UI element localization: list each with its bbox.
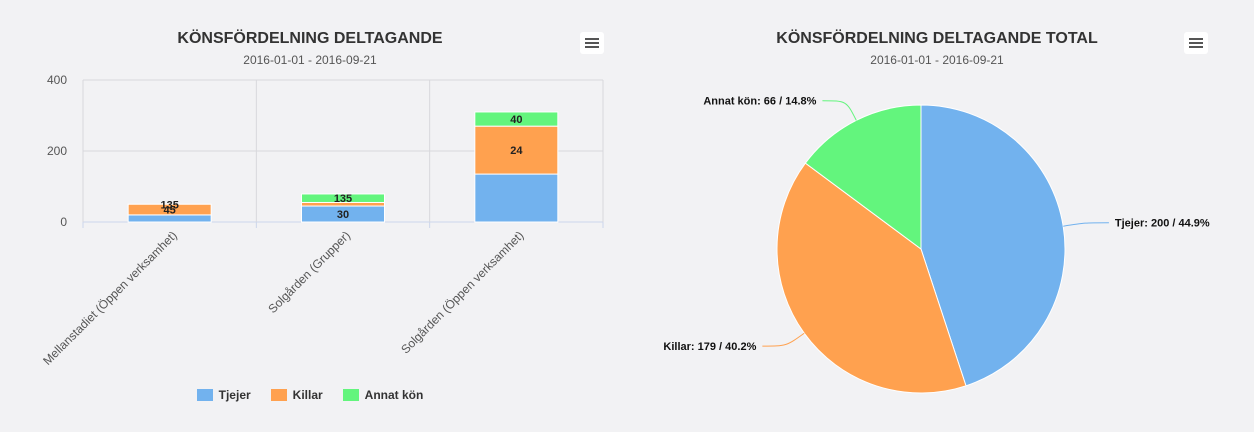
y-tick-label: 0: [60, 215, 67, 229]
bar-killar: [127, 203, 212, 216]
bar-chart-panel: KÖNSFÖRDELNING DELTAGANDE 2016-01-01 - 2…: [0, 0, 620, 432]
bar-data-label: 135: [160, 199, 178, 211]
x-tick-label: Solgården (Öppen verksamhet): [398, 228, 526, 356]
bar-data-label: 45: [164, 205, 176, 217]
legend-label: Killar: [292, 388, 323, 402]
legend-swatch: [342, 389, 359, 401]
pie-chart-subtitle: 2016-01-01 - 2016-09-21: [870, 53, 1004, 67]
bar-data-label: 40: [510, 114, 522, 126]
bar-chart-subtitle: 2016-01-01 - 2016-09-21: [243, 53, 377, 67]
legend-item-annat-kon[interactable]: Annat kön: [342, 388, 424, 402]
pie-data-label: Annat kön: 66 / 14.8%: [703, 96, 816, 108]
bar-killar: [474, 125, 559, 175]
pie-chart-title: KÖNSFÖRDELNING DELTAGANDE TOTAL: [776, 30, 1098, 47]
pie-slice-tjejer: [920, 104, 1066, 387]
bar-chart-legend: Tjejer Killar Annat kön: [0, 388, 620, 402]
pie-data-label: Tjejer: 200 / 44.9%: [1115, 218, 1210, 230]
bar-data-label: 135: [334, 193, 352, 205]
legend-swatch: [196, 389, 213, 401]
pie-connector: [762, 332, 805, 347]
bar-stack-solgarden-oppen-verksamhet: 24 40: [474, 111, 559, 223]
pie-connector: [1063, 222, 1109, 227]
pie-slice-killar: [776, 162, 967, 394]
bar-annat-kon: [474, 111, 559, 127]
pie-connector: [822, 100, 857, 121]
y-tick-label: 200: [47, 144, 67, 158]
bar-chart-title: KÖNSFÖRDELNING DELTAGANDE: [177, 30, 443, 47]
legend-item-killar[interactable]: Killar: [270, 388, 323, 402]
bar-data-label: 24: [510, 145, 523, 157]
pie-chart-plot: Tjejer: 200 / 44.9% Killar: 179 / 40.2% An…: [663, 96, 1210, 394]
hamburger-menu-icon: [585, 38, 599, 40]
pie-chart-panel: KÖNSFÖRDELNING DELTAGANDE TOTAL 2016-01-…: [620, 0, 1254, 432]
bar-data-label: 30: [337, 209, 349, 221]
legend-item-tjejer[interactable]: Tjejer: [196, 388, 251, 402]
x-tick-label: Mellanstadiet (Öppen verksamhet): [40, 228, 180, 368]
pie-chart-menu-button[interactable]: [1184, 32, 1208, 54]
legend-label: Annat kön: [364, 388, 424, 402]
hamburger-menu-icon: [1189, 38, 1203, 40]
bar-tjejer: [474, 173, 559, 223]
x-tick-label: Solgården (Grupper): [265, 228, 353, 316]
legend-label: Tjejer: [218, 388, 251, 402]
pie-data-label: Killar: 179 / 40.2%: [663, 341, 756, 353]
y-tick-label: 400: [47, 73, 67, 87]
bar-chart-menu-button[interactable]: [580, 32, 604, 54]
bar-annat-kon: [301, 193, 385, 203]
legend-swatch: [270, 389, 287, 401]
